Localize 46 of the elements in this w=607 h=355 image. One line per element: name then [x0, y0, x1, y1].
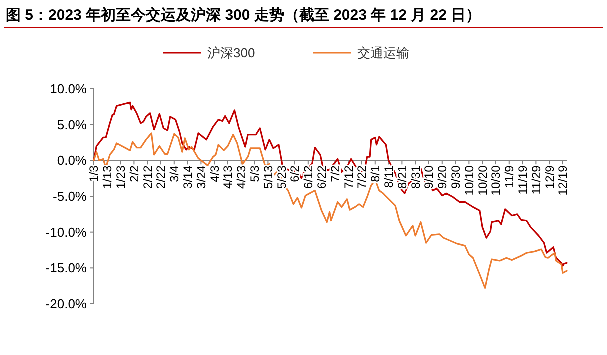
y-tick-label: -20.0% [46, 296, 88, 312]
x-tick-label: 1/3 [87, 165, 102, 182]
y-tick-label: 5.0% [57, 117, 88, 132]
x-tick-label: 3/14 [180, 165, 195, 190]
x-tick-label: 11/29 [529, 165, 544, 195]
y-tick-label: 10.0% [50, 82, 88, 97]
x-tick-label: 8/11 [382, 165, 396, 188]
y-tick-label: -5.0% [53, 189, 88, 204]
x-tick-label: 9/20 [436, 165, 450, 190]
x-tick-label: 10/30 [489, 165, 504, 196]
x-tick-label: 9/10 [422, 165, 436, 190]
x-tick-label: 7/22 [355, 165, 370, 190]
legend-label: 交通运输 [358, 46, 410, 61]
x-tick-label: 4/3 [208, 165, 222, 182]
chart-title: 图 5：2023 年初至今交运及沪深 300 走势（截至 2023 年 12 月 22 日） [6, 6, 482, 24]
x-tick-label: 4/23 [234, 165, 249, 190]
x-tick-label: 8/31 [408, 165, 423, 190]
x-tick-label: 11/19 [516, 165, 530, 195]
x-tick-label: 10/10 [462, 165, 476, 196]
y-tick-label: -15.0% [46, 260, 88, 276]
x-tick-label: 11/9 [502, 165, 517, 188]
x-tick-label: 2/22 [154, 165, 168, 190]
legend-label: 沪深300 [208, 46, 256, 61]
x-tick-label: 4/13 [221, 165, 236, 190]
x-tick-label: 2/2 [127, 165, 142, 182]
x-tick-label: 8/1 [368, 165, 383, 182]
x-tick-label: 6/12 [302, 165, 316, 190]
x-tick-label: 5/23 [274, 165, 289, 190]
x-tick-label: 9/30 [448, 165, 463, 190]
x-tick-label: 2/12 [140, 165, 155, 190]
x-tick-label: 8/21 [395, 165, 410, 190]
y-tick-label: -10.0% [46, 224, 88, 240]
x-tick-label: 5/3 [248, 165, 262, 182]
x-tick-label: 6/2 [288, 165, 302, 182]
x-tick-label: 5/13 [261, 165, 276, 190]
x-tick-label: 6/22 [314, 165, 329, 190]
x-tick-label: 1/13 [100, 165, 115, 190]
x-tick-label: 12/9 [542, 165, 557, 190]
x-tick-label: 7/2 [328, 165, 342, 182]
x-tick-label: 1/23 [114, 165, 128, 190]
x-tick-label: 7/12 [342, 165, 356, 190]
y-tick-label: 0.0% [57, 153, 88, 168]
x-tick-label: 3/24 [194, 165, 208, 190]
x-tick-label: 12/19 [556, 165, 570, 196]
x-tick-label: 10/20 [476, 165, 490, 196]
x-tick-label: 3/4 [168, 165, 182, 182]
